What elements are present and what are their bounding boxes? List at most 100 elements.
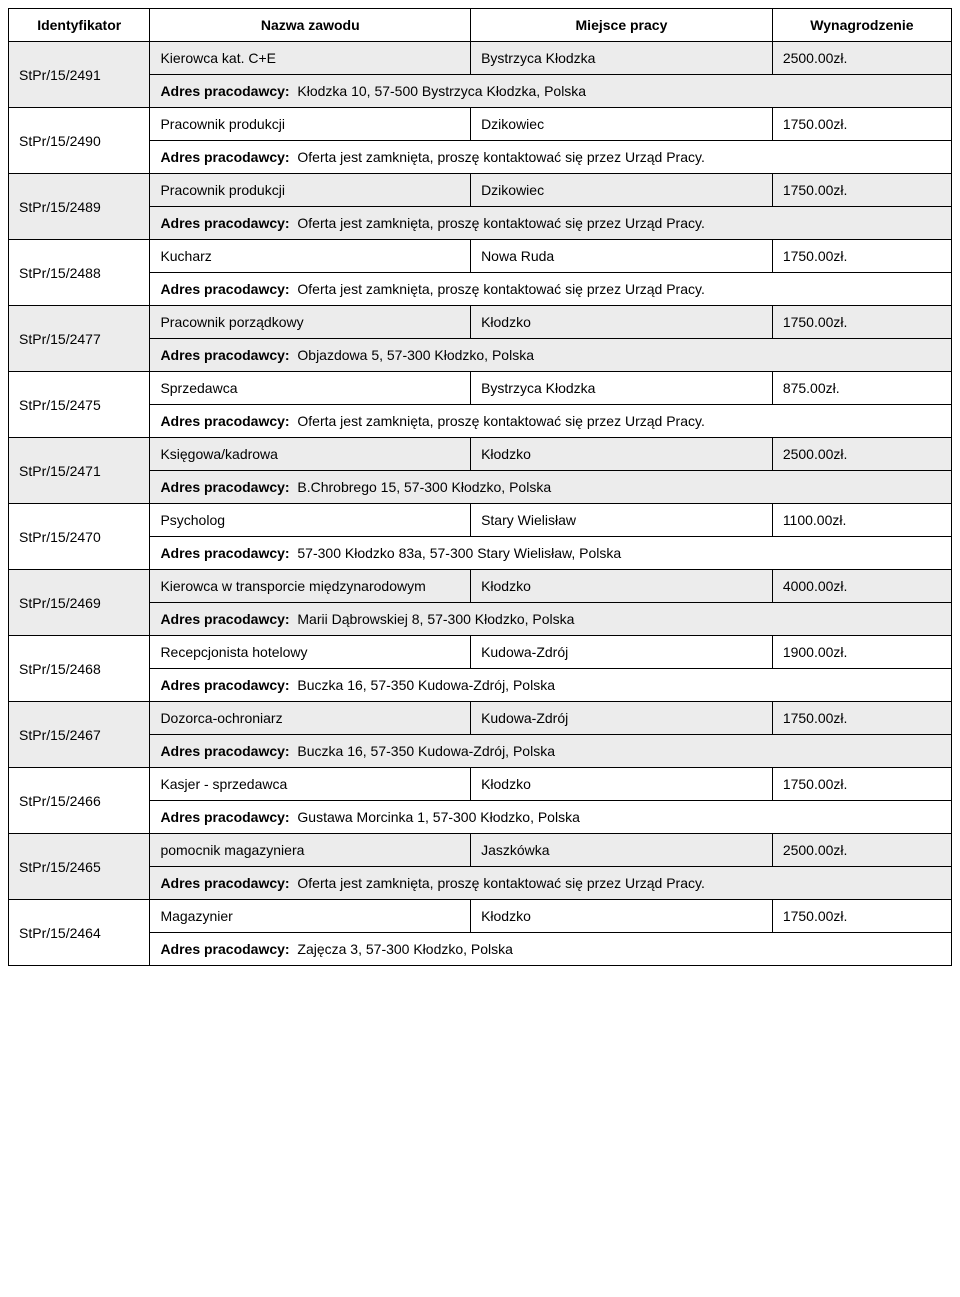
table-row-address: Adres pracodawcy: Buczka 16, 57-350 Kudo… [9,669,952,702]
table-row-address: Adres pracodawcy: Oferta jest zamknięta,… [9,273,952,306]
job-id: StPr/15/2464 [9,900,150,966]
address-value: Buczka 16, 57-350 Kudowa-Zdrój, Polska [297,743,555,759]
employer-address: Adres pracodawcy: 57-300 Kłodzko 83a, 57… [150,537,952,570]
job-salary: 2500.00zł. [772,834,951,867]
job-id: StPr/15/2467 [9,702,150,768]
header-id: Identyfikator [9,9,150,42]
address-label: Adres pracodawcy: [160,743,289,759]
job-place: Bystrzyca Kłodzka [471,42,773,75]
job-id: StPr/15/2488 [9,240,150,306]
job-salary: 4000.00zł. [772,570,951,603]
job-name: Magazynier [150,900,471,933]
table-row-address: Adres pracodawcy: Zajęcza 3, 57-300 Kłod… [9,933,952,966]
job-name: Pracownik produkcji [150,108,471,141]
employer-address: Adres pracodawcy: Buczka 16, 57-350 Kudo… [150,735,952,768]
job-place: Kłodzko [471,768,773,801]
table-row-address: Adres pracodawcy: Gustawa Morcinka 1, 57… [9,801,952,834]
address-label: Adres pracodawcy: [160,479,289,495]
table-row-address: Adres pracodawcy: Marii Dąbrowskiej 8, 5… [9,603,952,636]
table-row: StPr/15/2469Kierowca w transporcie międz… [9,570,952,603]
address-label: Adres pracodawcy: [160,149,289,165]
job-salary: 1750.00zł. [772,306,951,339]
address-label: Adres pracodawcy: [160,875,289,891]
table-row: StPr/15/2491Kierowca kat. C+EBystrzyca K… [9,42,952,75]
job-salary: 1900.00zł. [772,636,951,669]
table-header-row: Identyfikator Nazwa zawodu Miejsce pracy… [9,9,952,42]
table-row-address: Adres pracodawcy: Oferta jest zamknięta,… [9,867,952,900]
address-label: Adres pracodawcy: [160,545,289,561]
address-value: Oferta jest zamknięta, proszę kontaktowa… [297,413,704,429]
address-label: Adres pracodawcy: [160,809,289,825]
table-row-address: Adres pracodawcy: Oferta jest zamknięta,… [9,141,952,174]
job-place: Jaszkówka [471,834,773,867]
address-value: Buczka 16, 57-350 Kudowa-Zdrój, Polska [297,677,555,693]
address-value: Objazdowa 5, 57-300 Kłodzko, Polska [297,347,534,363]
address-value: Kłodzka 10, 57-500 Bystrzyca Kłodzka, Po… [297,83,586,99]
job-salary: 1750.00zł. [772,702,951,735]
address-label: Adres pracodawcy: [160,941,289,957]
job-name: Dozorca-ochroniarz [150,702,471,735]
header-place: Miejsce pracy [471,9,773,42]
table-row: StPr/15/2465pomocnik magazynieraJaszkówk… [9,834,952,867]
table-row: StPr/15/2489Pracownik produkcjiDzikowiec… [9,174,952,207]
job-place: Bystrzyca Kłodzka [471,372,773,405]
job-place: Kłodzko [471,570,773,603]
employer-address: Adres pracodawcy: Objazdowa 5, 57-300 Kł… [150,339,952,372]
job-place: Dzikowiec [471,174,773,207]
table-row: StPr/15/2488KucharzNowa Ruda1750.00zł. [9,240,952,273]
table-body: StPr/15/2491Kierowca kat. C+EBystrzyca K… [9,42,952,966]
job-salary: 1750.00zł. [772,174,951,207]
header-salary: Wynagrodzenie [772,9,951,42]
employer-address: Adres pracodawcy: B.Chrobrego 15, 57-300… [150,471,952,504]
job-place: Kudowa-Zdrój [471,702,773,735]
job-listings-table: Identyfikator Nazwa zawodu Miejsce pracy… [8,8,952,966]
address-value: Marii Dąbrowskiej 8, 57-300 Kłodzko, Pol… [297,611,574,627]
job-id: StPr/15/2491 [9,42,150,108]
address-value: Oferta jest zamknięta, proszę kontaktowa… [297,149,704,165]
address-label: Adres pracodawcy: [160,413,289,429]
employer-address: Adres pracodawcy: Oferta jest zamknięta,… [150,405,952,438]
job-place: Nowa Ruda [471,240,773,273]
employer-address: Adres pracodawcy: Oferta jest zamknięta,… [150,207,952,240]
employer-address: Adres pracodawcy: Oferta jest zamknięta,… [150,273,952,306]
job-salary: 2500.00zł. [772,438,951,471]
job-salary: 1750.00zł. [772,108,951,141]
table-row: StPr/15/2470PsychologStary Wielisław1100… [9,504,952,537]
table-row: StPr/15/2467Dozorca-ochroniarzKudowa-Zdr… [9,702,952,735]
address-label: Adres pracodawcy: [160,83,289,99]
address-value: Oferta jest zamknięta, proszę kontaktowa… [297,875,704,891]
table-row-address: Adres pracodawcy: 57-300 Kłodzko 83a, 57… [9,537,952,570]
job-place: Kudowa-Zdrój [471,636,773,669]
job-salary: 1750.00zł. [772,900,951,933]
job-name: Księgowa/kadrowa [150,438,471,471]
table-row-address: Adres pracodawcy: Kłodzka 10, 57-500 Bys… [9,75,952,108]
job-id: StPr/15/2490 [9,108,150,174]
address-value: Gustawa Morcinka 1, 57-300 Kłodzko, Pols… [297,809,579,825]
table-row: StPr/15/2464MagazynierKłodzko1750.00zł. [9,900,952,933]
table-row-address: Adres pracodawcy: Oferta jest zamknięta,… [9,405,952,438]
job-name: Kierowca kat. C+E [150,42,471,75]
employer-address: Adres pracodawcy: Zajęcza 3, 57-300 Kłod… [150,933,952,966]
table-row-address: Adres pracodawcy: Oferta jest zamknięta,… [9,207,952,240]
employer-address: Adres pracodawcy: Kłodzka 10, 57-500 Bys… [150,75,952,108]
table-row: StPr/15/2490Pracownik produkcjiDzikowiec… [9,108,952,141]
employer-address: Adres pracodawcy: Oferta jest zamknięta,… [150,867,952,900]
header-name: Nazwa zawodu [150,9,471,42]
job-id: StPr/15/2489 [9,174,150,240]
address-label: Adres pracodawcy: [160,281,289,297]
job-id: StPr/15/2466 [9,768,150,834]
address-value: Zajęcza 3, 57-300 Kłodzko, Polska [297,941,513,957]
job-id: StPr/15/2470 [9,504,150,570]
job-id: StPr/15/2477 [9,306,150,372]
job-salary: 1100.00zł. [772,504,951,537]
table-row-address: Adres pracodawcy: Objazdowa 5, 57-300 Kł… [9,339,952,372]
job-name: Pracownik produkcji [150,174,471,207]
address-label: Adres pracodawcy: [160,677,289,693]
job-id: StPr/15/2468 [9,636,150,702]
table-row-address: Adres pracodawcy: Buczka 16, 57-350 Kudo… [9,735,952,768]
table-row: StPr/15/2477Pracownik porządkowyKłodzko1… [9,306,952,339]
address-label: Adres pracodawcy: [160,215,289,231]
job-salary: 1750.00zł. [772,240,951,273]
job-name: Kierowca w transporcie międzynarodowym [150,570,471,603]
job-place: Dzikowiec [471,108,773,141]
